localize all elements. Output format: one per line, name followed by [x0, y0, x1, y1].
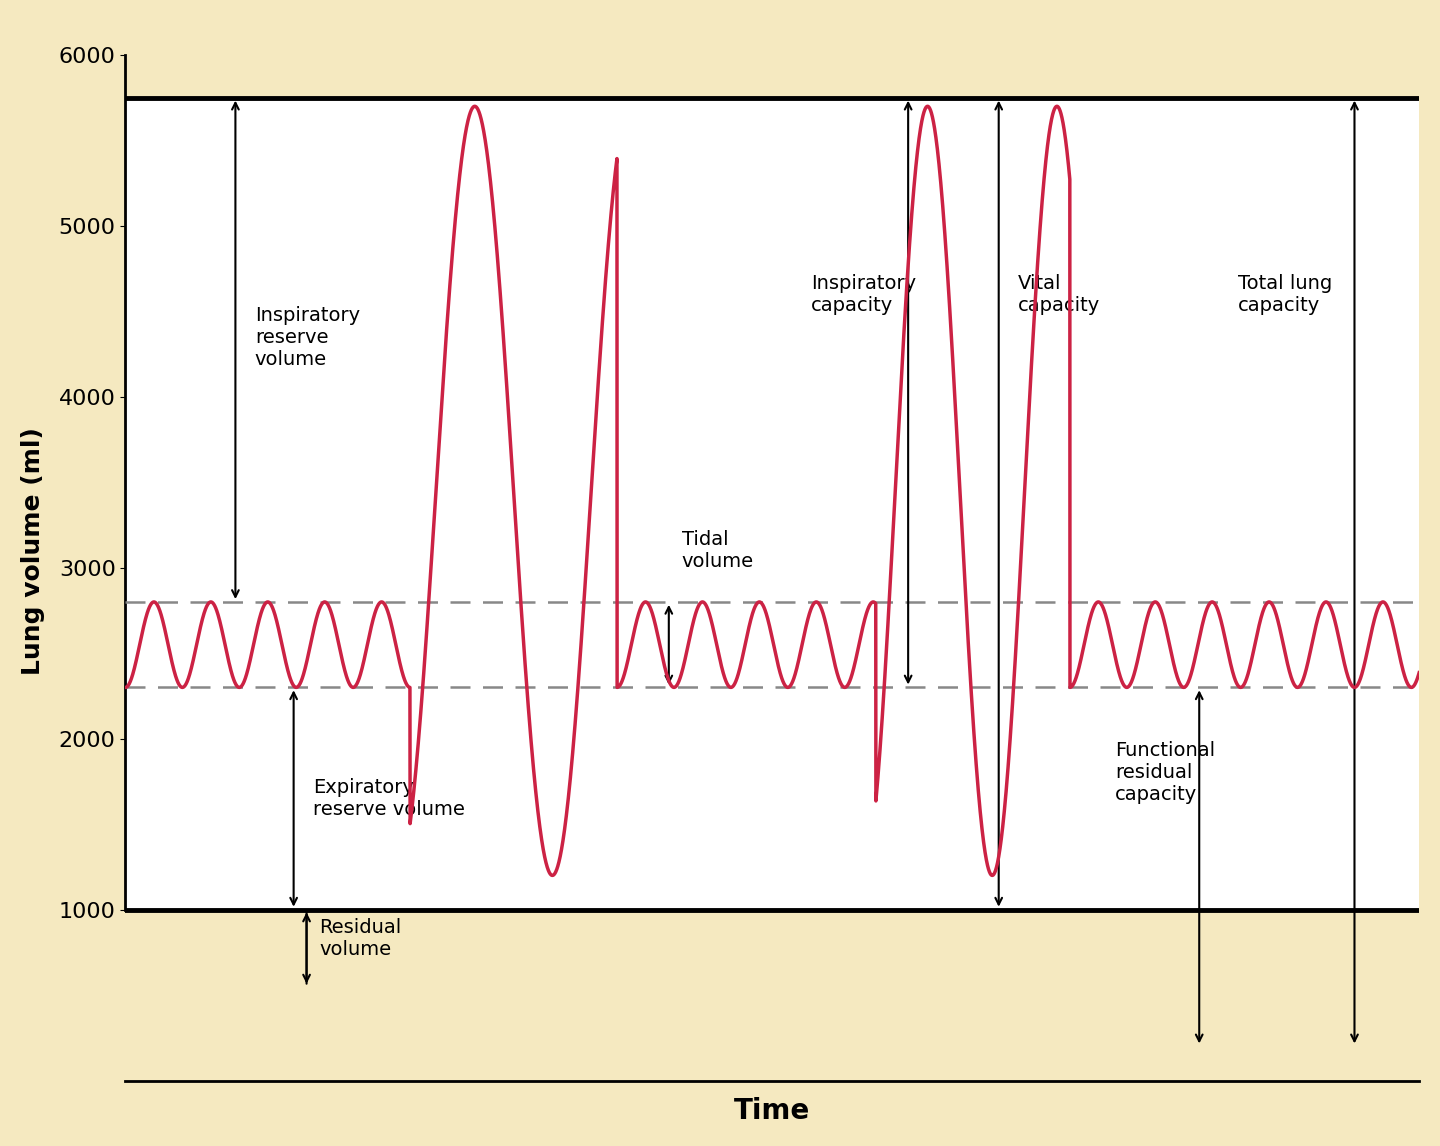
Bar	[125, 21, 1420, 97]
Text: Expiratory
reserve volume: Expiratory reserve volume	[312, 778, 465, 819]
Text: Functional
residual
capacity: Functional residual capacity	[1115, 741, 1215, 804]
Text: Total lung
capacity: Total lung capacity	[1238, 274, 1332, 315]
Text: Inspiratory
reserve
volume: Inspiratory reserve volume	[255, 306, 360, 369]
X-axis label: Time: Time	[734, 1097, 811, 1125]
Text: Tidal
volume: Tidal volume	[681, 531, 755, 571]
Text: Vital
capacity: Vital capacity	[1018, 274, 1100, 315]
Bar	[125, 910, 1420, 1081]
Y-axis label: Lung volume (ml): Lung volume (ml)	[20, 426, 45, 675]
Text: Residual
volume: Residual volume	[320, 918, 402, 959]
Text: Inspiratory
capacity: Inspiratory capacity	[811, 274, 916, 315]
